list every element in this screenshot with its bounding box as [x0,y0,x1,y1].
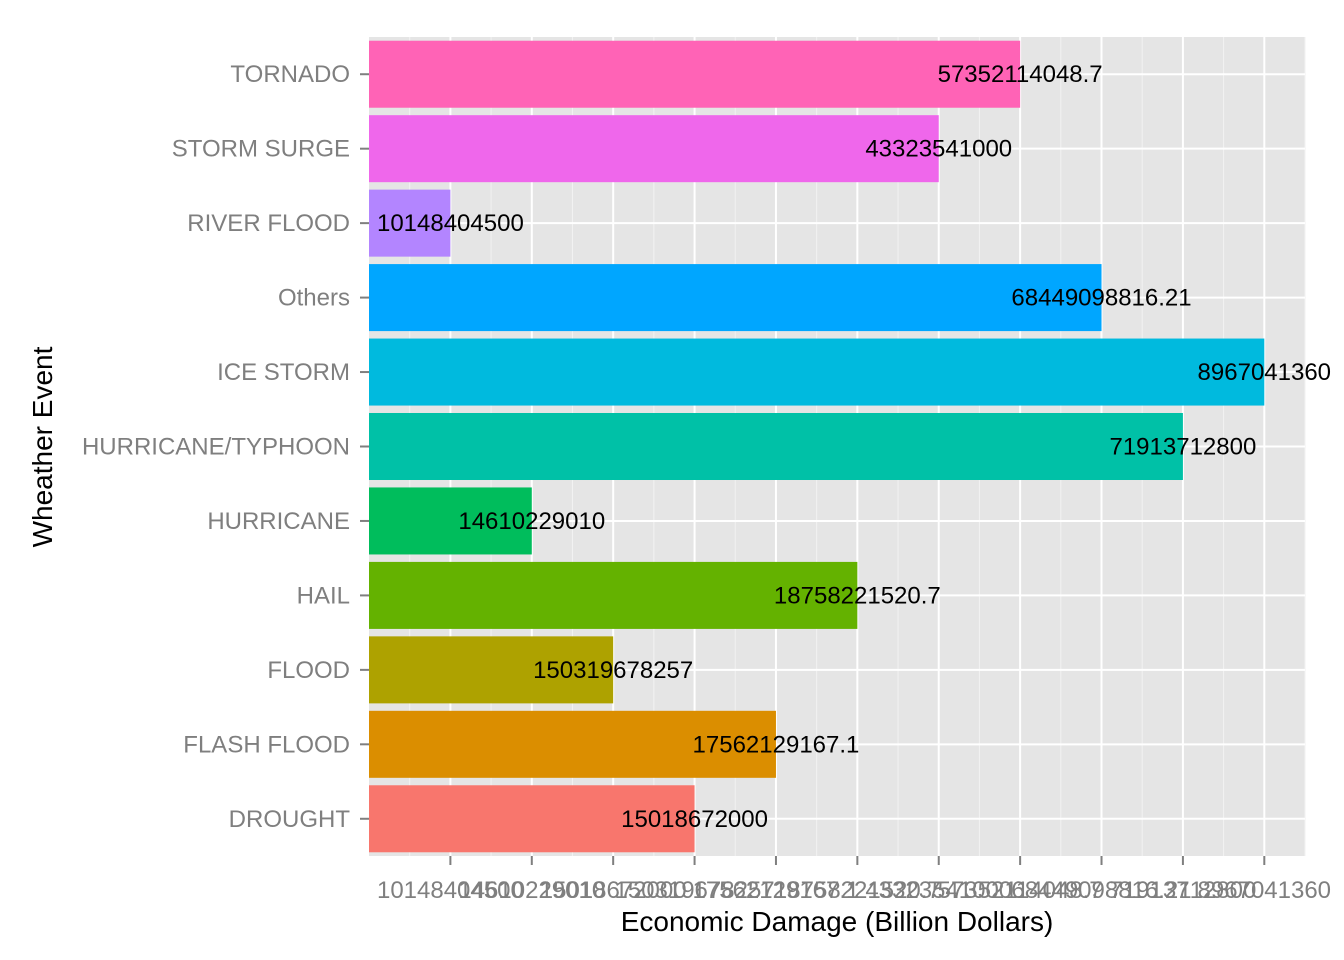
y-tick-label: HAIL [297,582,350,609]
data-labels: 15018672000 17562129167.1 150319678257 1875… [377,61,1331,833]
x-tick-label: 17562129167.1 [693,877,860,904]
data-label: 18758221520.7 [774,582,941,609]
x-axis: 1014840450014610229010150186720001503196… [377,856,1331,904]
y-tick-label: DROUGHT [229,806,351,833]
y-axis: DROUGHT FLASH FLOOD FLOOD HAIL HURRICANE HURR… [82,61,369,833]
x-tick-label: 150319678257 [614,877,774,904]
bar [369,189,451,257]
y-tick-label: HURRICANE [207,508,350,535]
data-label: 43323541000 [865,136,1012,163]
data-label: 57352114048.7 [938,61,1103,88]
y-axis-title: Wheather Event [27,346,58,547]
x-tick-label: 14610229010 [458,877,605,904]
y-tick-label: RIVER FLOOD [187,210,350,237]
bar [369,115,939,183]
y-tick-label: FLASH FLOOD [183,731,350,758]
x-tick-label: 10148404500 [377,877,524,904]
x-tick-label: 57352114048.7 [938,877,1103,904]
bar [369,636,614,704]
bar [369,412,1183,481]
bar [369,710,776,778]
y-tick-label: TORNADO [230,61,350,88]
y-tick-label: ICE STORM [217,359,350,386]
x-tick-label: 68449098816.21 [1011,877,1191,904]
data-label: 17562129167.1 [693,731,860,758]
x-tick-label: 43323541000 [865,877,1012,904]
y-tick-label: FLOOD [267,657,350,684]
x-tick-label: 8967041360 [1198,877,1331,904]
bar [369,561,858,629]
bar [369,338,1265,406]
bars [369,40,1265,853]
bar [369,785,695,853]
data-label: 68449098816.21 [1011,285,1191,312]
data-label: 10148404500 [377,210,524,237]
data-label: 14610229010 [458,508,605,535]
y-tick-label: Others [278,285,350,312]
y-tick-label: HURRICANE/TYPHOON [82,434,350,461]
x-axis-title: Economic Damage (Billion Dollars) [621,906,1054,937]
bar [369,487,532,555]
y-tick-label: STORM SURGE [172,136,350,163]
bar [369,264,1102,332]
x-tick-label: 15018672000 [540,877,687,904]
bar [369,40,1021,108]
data-label: 150319678257 [533,657,693,684]
x-tick-label: 18758221520.7 [774,877,941,904]
data-label: 8967041360 [1198,359,1331,386]
x-tick-label: 71913712800 [1109,877,1256,904]
data-label: 15018672000 [621,806,768,833]
data-label: 71913712800 [1109,434,1256,461]
